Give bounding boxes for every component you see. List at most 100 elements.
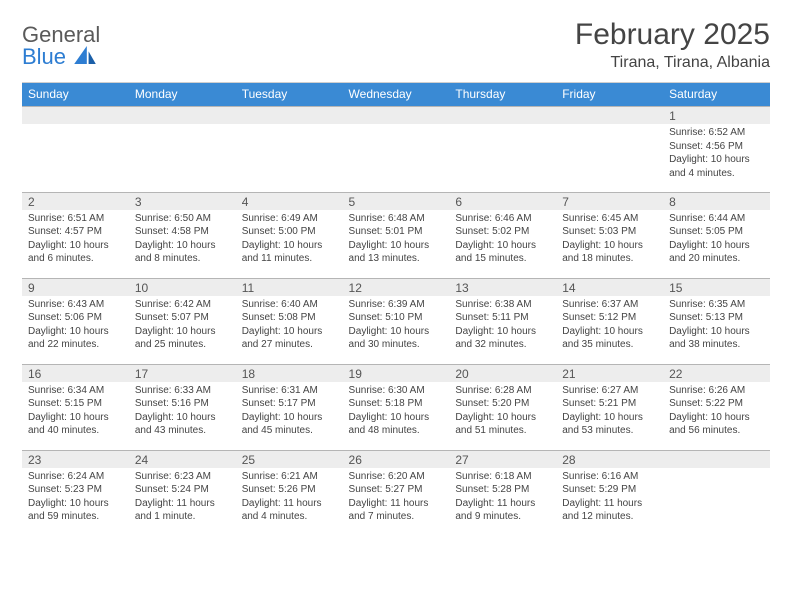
day-number: 16 [22,364,129,382]
day-number [449,106,556,124]
sunrise-text: Sunrise: 6:44 AM [669,212,764,226]
weekday-row: SundayMondayTuesdayWednesdayThursdayFrid… [22,83,770,106]
daylight-text: Daylight: 10 hours and 38 minutes. [669,325,764,352]
calendar-cell [449,106,556,192]
day-body: Sunrise: 6:30 AMSunset: 5:18 PMDaylight:… [343,382,450,442]
day-body: Sunrise: 6:48 AMSunset: 5:01 PMDaylight:… [343,210,450,270]
day-body: Sunrise: 6:24 AMSunset: 5:23 PMDaylight:… [22,468,129,528]
day-number: 12 [343,278,450,296]
sail-icon [74,46,96,64]
day-body [236,124,343,130]
sunset-text: Sunset: 5:13 PM [669,311,764,325]
sunrise-text: Sunrise: 6:20 AM [349,470,444,484]
location-text: Tirana, Tirana, Albania [575,54,770,72]
calendar-cell: 26Sunrise: 6:20 AMSunset: 5:27 PMDayligh… [343,450,450,536]
sunrise-text: Sunrise: 6:37 AM [562,298,657,312]
sunset-text: Sunset: 5:24 PM [135,483,230,497]
daylight-text: Daylight: 10 hours and 8 minutes. [135,239,230,266]
day-body: Sunrise: 6:39 AMSunset: 5:10 PMDaylight:… [343,296,450,356]
calendar-week: 16Sunrise: 6:34 AMSunset: 5:15 PMDayligh… [22,364,770,450]
day-body [449,124,556,130]
sunrise-text: Sunrise: 6:52 AM [669,126,764,140]
day-body: Sunrise: 6:45 AMSunset: 5:03 PMDaylight:… [556,210,663,270]
sunset-text: Sunset: 5:08 PM [242,311,337,325]
sunrise-text: Sunrise: 6:30 AM [349,384,444,398]
sunrise-text: Sunrise: 6:23 AM [135,470,230,484]
day-number: 7 [556,192,663,210]
day-body: Sunrise: 6:42 AMSunset: 5:07 PMDaylight:… [129,296,236,356]
day-body: Sunrise: 6:49 AMSunset: 5:00 PMDaylight:… [236,210,343,270]
sunrise-text: Sunrise: 6:31 AM [242,384,337,398]
daylight-text: Daylight: 10 hours and 30 minutes. [349,325,444,352]
sunset-text: Sunset: 5:21 PM [562,397,657,411]
day-body: Sunrise: 6:33 AMSunset: 5:16 PMDaylight:… [129,382,236,442]
sunset-text: Sunset: 5:03 PM [562,225,657,239]
sunrise-text: Sunrise: 6:33 AM [135,384,230,398]
day-number [343,106,450,124]
day-number: 5 [343,192,450,210]
calendar-body: 1Sunrise: 6:52 AMSunset: 4:56 PMDaylight… [22,106,770,536]
calendar-cell: 9Sunrise: 6:43 AMSunset: 5:06 PMDaylight… [22,278,129,364]
daylight-text: Daylight: 10 hours and 56 minutes. [669,411,764,438]
weekday-header: Friday [556,83,663,106]
calendar-week: 1Sunrise: 6:52 AMSunset: 4:56 PMDaylight… [22,106,770,192]
day-body: Sunrise: 6:31 AMSunset: 5:17 PMDaylight:… [236,382,343,442]
day-body: Sunrise: 6:40 AMSunset: 5:08 PMDaylight:… [236,296,343,356]
day-body: Sunrise: 6:34 AMSunset: 5:15 PMDaylight:… [22,382,129,442]
sunset-text: Sunset: 5:29 PM [562,483,657,497]
day-number: 3 [129,192,236,210]
day-body: Sunrise: 6:37 AMSunset: 5:12 PMDaylight:… [556,296,663,356]
daylight-text: Daylight: 10 hours and 45 minutes. [242,411,337,438]
sunset-text: Sunset: 5:15 PM [28,397,123,411]
sunset-text: Sunset: 5:23 PM [28,483,123,497]
day-number: 8 [663,192,770,210]
calendar-cell: 8Sunrise: 6:44 AMSunset: 5:05 PMDaylight… [663,192,770,278]
day-body: Sunrise: 6:18 AMSunset: 5:28 PMDaylight:… [449,468,556,528]
brand-line2: Blue [22,44,66,69]
day-number: 25 [236,450,343,468]
daylight-text: Daylight: 10 hours and 15 minutes. [455,239,550,266]
daylight-text: Daylight: 11 hours and 1 minute. [135,497,230,524]
day-body: Sunrise: 6:43 AMSunset: 5:06 PMDaylight:… [22,296,129,356]
day-body [663,468,770,474]
calendar-cell [236,106,343,192]
sunset-text: Sunset: 5:11 PM [455,311,550,325]
sunset-text: Sunset: 5:01 PM [349,225,444,239]
day-number: 22 [663,364,770,382]
calendar-cell: 2Sunrise: 6:51 AMSunset: 4:57 PMDaylight… [22,192,129,278]
sunrise-text: Sunrise: 6:28 AM [455,384,550,398]
sunrise-text: Sunrise: 6:48 AM [349,212,444,226]
day-body: Sunrise: 6:23 AMSunset: 5:24 PMDaylight:… [129,468,236,528]
daylight-text: Daylight: 10 hours and 27 minutes. [242,325,337,352]
calendar-cell: 27Sunrise: 6:18 AMSunset: 5:28 PMDayligh… [449,450,556,536]
day-body: Sunrise: 6:26 AMSunset: 5:22 PMDaylight:… [663,382,770,442]
day-number [663,450,770,468]
sunset-text: Sunset: 5:10 PM [349,311,444,325]
day-body: Sunrise: 6:50 AMSunset: 4:58 PMDaylight:… [129,210,236,270]
daylight-text: Daylight: 10 hours and 40 minutes. [28,411,123,438]
calendar-cell: 17Sunrise: 6:33 AMSunset: 5:16 PMDayligh… [129,364,236,450]
title-block: February 2025 Tirana, Tirana, Albania [575,18,770,72]
daylight-text: Daylight: 10 hours and 11 minutes. [242,239,337,266]
calendar-cell: 19Sunrise: 6:30 AMSunset: 5:18 PMDayligh… [343,364,450,450]
weekday-header: Monday [129,83,236,106]
calendar-cell: 16Sunrise: 6:34 AMSunset: 5:15 PMDayligh… [22,364,129,450]
day-number [236,106,343,124]
sunrise-text: Sunrise: 6:38 AM [455,298,550,312]
weekday-header: Tuesday [236,83,343,106]
sunset-text: Sunset: 5:02 PM [455,225,550,239]
day-body: Sunrise: 6:21 AMSunset: 5:26 PMDaylight:… [236,468,343,528]
sunset-text: Sunset: 5:26 PM [242,483,337,497]
daylight-text: Daylight: 10 hours and 4 minutes. [669,153,764,180]
day-number: 17 [129,364,236,382]
calendar-week: 2Sunrise: 6:51 AMSunset: 4:57 PMDaylight… [22,192,770,278]
sunrise-text: Sunrise: 6:35 AM [669,298,764,312]
day-number: 4 [236,192,343,210]
brand-logo: General Blue [22,22,100,70]
day-body: Sunrise: 6:20 AMSunset: 5:27 PMDaylight:… [343,468,450,528]
day-number: 27 [449,450,556,468]
day-body [343,124,450,130]
sunset-text: Sunset: 5:22 PM [669,397,764,411]
day-number: 21 [556,364,663,382]
calendar-cell: 25Sunrise: 6:21 AMSunset: 5:26 PMDayligh… [236,450,343,536]
